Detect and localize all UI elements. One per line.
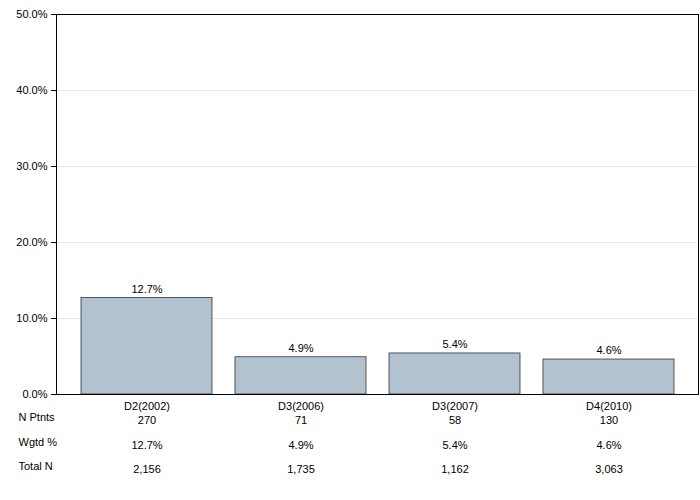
svg-text:5.4%: 5.4% bbox=[442, 338, 467, 350]
svg-text:4.6%: 4.6% bbox=[596, 439, 621, 451]
svg-text:1,162: 1,162 bbox=[441, 463, 469, 475]
svg-text:130: 130 bbox=[600, 414, 618, 426]
svg-text:10.0%: 10.0% bbox=[16, 312, 47, 324]
svg-text:20.0%: 20.0% bbox=[16, 236, 47, 248]
svg-text:1,735: 1,735 bbox=[287, 463, 315, 475]
svg-text:D2(2002): D2(2002) bbox=[124, 400, 170, 412]
svg-text:71: 71 bbox=[295, 414, 307, 426]
svg-text:4.9%: 4.9% bbox=[288, 342, 313, 354]
svg-text:5.4%: 5.4% bbox=[442, 439, 467, 451]
svg-text:50.0%: 50.0% bbox=[16, 8, 47, 20]
svg-text:12.7%: 12.7% bbox=[131, 439, 162, 451]
svg-text:4.6%: 4.6% bbox=[596, 344, 621, 356]
svg-text:D3(2007): D3(2007) bbox=[432, 400, 478, 412]
svg-text:58: 58 bbox=[449, 414, 461, 426]
svg-text:270: 270 bbox=[138, 414, 156, 426]
svg-text:0.0%: 0.0% bbox=[22, 388, 47, 400]
svg-text:4.9%: 4.9% bbox=[288, 439, 313, 451]
svg-text:D3(2006): D3(2006) bbox=[278, 400, 324, 412]
svg-text:N Ptnts: N Ptnts bbox=[19, 411, 56, 423]
svg-text:2,156: 2,156 bbox=[133, 463, 161, 475]
svg-text:40.0%: 40.0% bbox=[16, 84, 47, 96]
svg-text:30.0%: 30.0% bbox=[16, 160, 47, 172]
svg-text:3,063: 3,063 bbox=[595, 463, 623, 475]
svg-text:Wgtd %: Wgtd % bbox=[19, 436, 58, 448]
svg-text:12.7%: 12.7% bbox=[131, 283, 162, 295]
svg-text:Total N: Total N bbox=[19, 460, 53, 472]
svg-text:D4(2010): D4(2010) bbox=[586, 400, 632, 412]
